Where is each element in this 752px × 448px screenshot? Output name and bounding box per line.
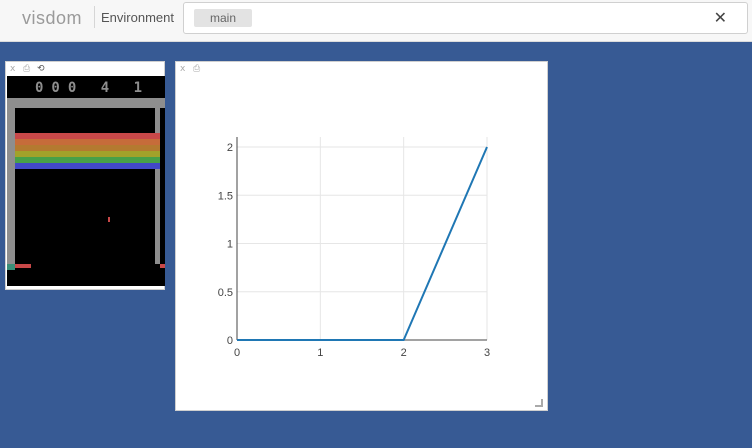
brick-row bbox=[15, 163, 160, 169]
x-tick-label: 0 bbox=[234, 347, 240, 359]
brick-row bbox=[15, 151, 160, 157]
top-bar: visdom Environment main ✕ bbox=[0, 0, 752, 42]
close-icon[interactable]: ✕ bbox=[713, 8, 727, 27]
pane-close-button[interactable]: x bbox=[10, 64, 16, 74]
pane-save-button[interactable]: ⎙ bbox=[193, 64, 201, 74]
game-paddle bbox=[15, 264, 31, 268]
game-corner bbox=[7, 264, 15, 270]
pane-toolbar: x ⎙ bbox=[176, 62, 547, 76]
brand-logo: visdom bbox=[22, 8, 83, 28]
resize-handle-icon[interactable] bbox=[535, 399, 543, 407]
y-tick-label: 0 bbox=[227, 335, 233, 347]
game-score: 000 4 1 bbox=[35, 80, 151, 96]
header-divider bbox=[94, 6, 95, 28]
x-tick-label: 3 bbox=[484, 347, 490, 359]
y-tick-label: 2 bbox=[227, 142, 233, 154]
image-pane[interactable]: x ⎙ ⟲ 000 4 1 bbox=[5, 61, 165, 290]
game-wall-left bbox=[7, 98, 15, 264]
brick-row bbox=[15, 139, 160, 145]
series-line bbox=[237, 146, 488, 341]
y-tick-label: 1 bbox=[227, 239, 233, 251]
breakout-frame: 000 4 1 bbox=[7, 76, 165, 286]
line-chart[interactable]: 0 1 2 3 0 0.5 1 1.5 2 bbox=[176, 62, 549, 412]
game-ball bbox=[108, 217, 110, 222]
pane-close-button[interactable]: x bbox=[180, 64, 186, 74]
pane-save-button[interactable]: ⎙ bbox=[23, 64, 31, 74]
pane-redraw-button[interactable]: ⟲ bbox=[37, 64, 45, 74]
pane-toolbar: x ⎙ ⟲ bbox=[6, 62, 164, 76]
plot-pane[interactable]: x ⎙ 0 1 2 3 0 0.5 1 1.5 2 bbox=[175, 61, 548, 411]
environment-chip-main[interactable]: main bbox=[194, 9, 253, 27]
brick-row bbox=[15, 133, 160, 139]
game-paddle-edge bbox=[160, 264, 165, 268]
environment-label: Environment bbox=[101, 10, 174, 25]
brick-row bbox=[15, 157, 160, 163]
brick-row bbox=[15, 145, 160, 151]
y-tick-label: 0.5 bbox=[218, 287, 233, 299]
y-tick-label: 1.5 bbox=[218, 190, 233, 202]
game-wall-right bbox=[155, 98, 160, 264]
x-tick-label: 2 bbox=[401, 347, 407, 359]
game-wall-top bbox=[7, 98, 165, 108]
environment-selector[interactable]: main ✕ bbox=[183, 2, 748, 34]
x-tick-label: 1 bbox=[317, 347, 323, 359]
